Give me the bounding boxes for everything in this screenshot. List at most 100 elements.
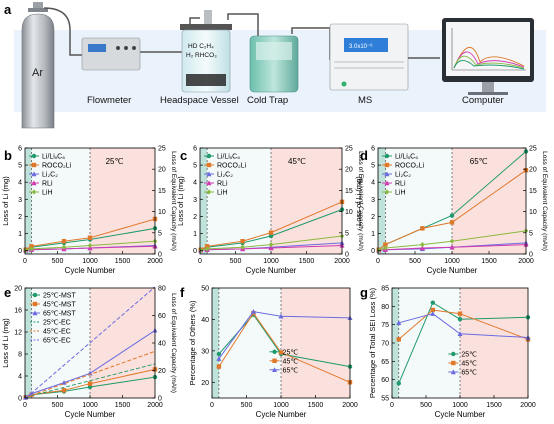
legend-marker-4 bbox=[31, 189, 37, 195]
legend-marker-0 bbox=[32, 292, 38, 298]
y2-tick-label: 20 bbox=[158, 167, 166, 174]
x-tick-label: 0 bbox=[376, 258, 380, 265]
data-point-2-2 bbox=[61, 380, 67, 385]
x-tick-label: 1000 bbox=[263, 258, 279, 265]
legend-marker-2 bbox=[31, 171, 37, 177]
data-point-1-3 bbox=[449, 220, 455, 225]
y-tick-label: 0 bbox=[18, 396, 22, 403]
panel-label-g: g bbox=[360, 285, 368, 300]
data-point-0-3 bbox=[449, 213, 455, 218]
data-point-2-2 bbox=[278, 313, 284, 319]
x-tick-label: 500 bbox=[52, 258, 64, 265]
legend-label-1: 45℃ bbox=[283, 358, 299, 365]
y2-tick-label: 15 bbox=[158, 188, 166, 195]
tube-vessel-trap bbox=[227, 13, 259, 38]
data-point-4-2 bbox=[61, 244, 67, 250]
legend-label-1: ROCO₂Li bbox=[42, 163, 72, 170]
y2-tick-label: 20 bbox=[345, 167, 353, 174]
chart-d: 0 500 1000 1500 2000 Cycle Number 0 1 2 3 4 5 6 Loss … bbox=[354, 146, 548, 276]
x-tick-label: 500 bbox=[230, 258, 242, 265]
y-tick-label: 5 bbox=[193, 163, 197, 170]
legend-marker-1 bbox=[32, 301, 38, 307]
legend-marker-2 bbox=[450, 369, 456, 375]
cold-trap: Cold Trap bbox=[247, 35, 299, 106]
data-point-1-0 bbox=[396, 337, 401, 342]
cylinder-valve bbox=[33, 2, 43, 10]
x-tick-label: 1000 bbox=[82, 402, 98, 409]
chart-g: 0 500 1000 1500 2000 Cycle Number 55 60 65 70 75 80… bbox=[368, 286, 536, 420]
legend-label-4: LiH bbox=[42, 190, 53, 197]
legend-label-2: Li₂C₂ bbox=[42, 172, 58, 179]
data-point-4-3 bbox=[449, 238, 455, 244]
shade-region-early bbox=[378, 148, 386, 254]
x-axis-label: Cycle Number bbox=[65, 266, 116, 275]
shade-region-mid bbox=[31, 148, 90, 254]
y2-tick-label: 60 bbox=[158, 313, 166, 320]
x-tick-label: 2000 bbox=[520, 402, 536, 409]
data-point-4-3 bbox=[87, 242, 93, 249]
x-tick-label: 1500 bbox=[299, 258, 315, 265]
x-tick-label: 2000 bbox=[342, 402, 358, 409]
y-tick-label: 40 bbox=[201, 317, 209, 324]
x-axis-label: Cycle Number bbox=[65, 410, 116, 419]
y-tick-label: 5 bbox=[371, 163, 375, 170]
legend-label-0: 25℃ bbox=[283, 349, 299, 356]
legend-marker-1 bbox=[272, 358, 277, 363]
legend-marker-4 bbox=[384, 189, 390, 195]
y-axis-label: Loss of Li (mg) bbox=[1, 176, 10, 226]
y-tick-label: 1 bbox=[18, 231, 22, 238]
y2-axis-label: Loss of Equivalent Capacity (mAh) bbox=[170, 151, 177, 251]
series-line-0 bbox=[398, 301, 529, 384]
legend-label-3: RLi bbox=[395, 181, 406, 188]
y2-tick-label: 20 bbox=[529, 167, 537, 174]
data-point-1-3 bbox=[87, 235, 93, 240]
legend-label-4: LiH bbox=[395, 190, 406, 197]
y-tick-label: 65 bbox=[381, 359, 389, 366]
shade-region-early bbox=[25, 148, 32, 254]
legend-marker-3 bbox=[384, 180, 390, 186]
y-tick-label: 2 bbox=[193, 214, 197, 221]
vessel-label: Headspace Vessel bbox=[160, 95, 239, 106]
x-tick-label: 0 bbox=[198, 258, 202, 265]
data-point-4-1 bbox=[29, 246, 34, 252]
legend-marker-2 bbox=[32, 310, 38, 316]
legend-marker-2 bbox=[206, 171, 212, 177]
y2-tick-label: 25 bbox=[529, 146, 537, 153]
data-point-1-2 bbox=[61, 238, 67, 244]
legend-label-1: 45℃ bbox=[461, 361, 477, 368]
legend-label-4: LiH bbox=[217, 190, 228, 197]
y-tick-label: 2 bbox=[18, 214, 22, 221]
x-tick-label: 1500 bbox=[481, 258, 497, 265]
series-line-1 bbox=[218, 312, 351, 383]
x-tick-label: 0 bbox=[210, 402, 214, 409]
y-tick-label: 3 bbox=[193, 197, 197, 204]
chart-c: 0 500 1000 1500 2000 Cycle Number 0 1 2 3 4 5 6 Loss … bbox=[176, 146, 364, 276]
y-tick-label: 1 bbox=[371, 231, 375, 238]
computer: Computer bbox=[442, 18, 534, 106]
y2-tick-label: 0 bbox=[345, 252, 349, 259]
y-tick-label: 85 bbox=[381, 286, 389, 293]
y-tick-label: 6 bbox=[193, 146, 197, 153]
legend-label-3: RLi bbox=[42, 181, 53, 188]
y2-tick-label: 25 bbox=[345, 146, 353, 153]
y2-tick-label: 0 bbox=[158, 252, 162, 259]
legend-marker-0 bbox=[272, 349, 277, 354]
legend-marker-2 bbox=[272, 367, 278, 372]
flowmeter-display bbox=[88, 44, 106, 52]
data-point-1-3 bbox=[87, 381, 93, 386]
y2-tick-label: 20 bbox=[158, 368, 166, 375]
series-line-2 bbox=[218, 311, 351, 359]
y2-tick-label: 5 bbox=[529, 230, 533, 237]
shade-region-early bbox=[392, 288, 399, 398]
x-tick-label: 500 bbox=[52, 402, 64, 409]
x-tick-label: 1500 bbox=[115, 402, 131, 409]
y-tick-label: 1 bbox=[193, 231, 197, 238]
y2-tick-label: 0 bbox=[529, 252, 533, 259]
x-axis-label: Cycle Number bbox=[246, 266, 297, 275]
shade-region-mid bbox=[385, 148, 452, 254]
panel-label-b: b bbox=[4, 148, 12, 163]
x-tick-label: 1000 bbox=[444, 258, 460, 265]
legend-label-1: ROCO₂Li bbox=[395, 163, 425, 170]
data-point-1-1 bbox=[430, 307, 435, 313]
